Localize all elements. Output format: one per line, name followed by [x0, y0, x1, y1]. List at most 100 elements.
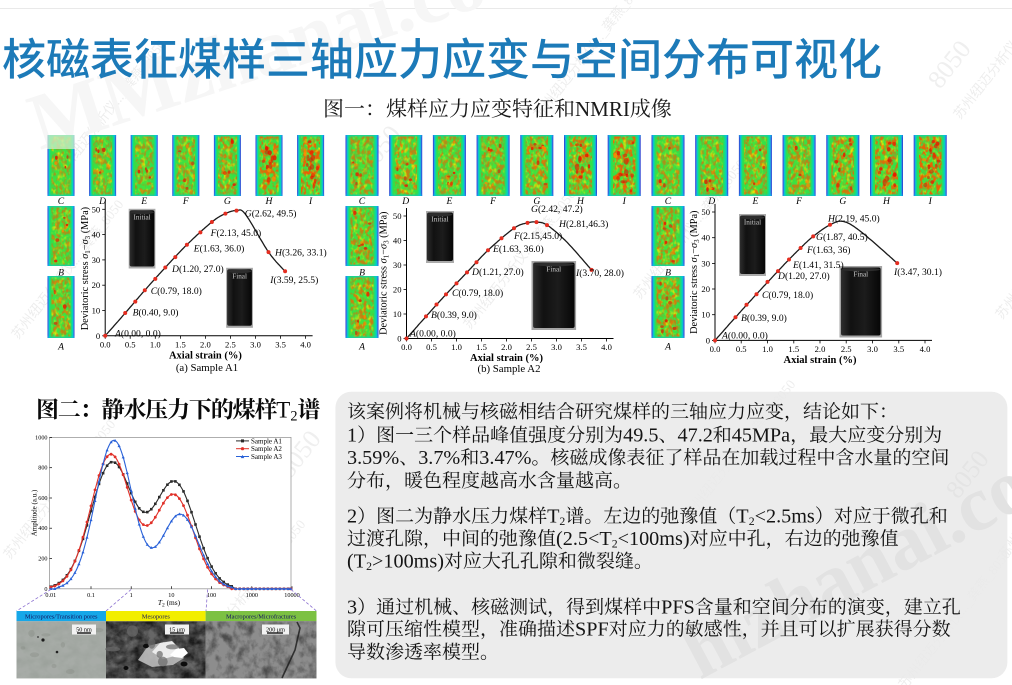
svg-text:3: 3: [347, 597, 357, 619]
svg-text:B(0.39, 9.0): B(0.39, 9.0): [431, 310, 477, 321]
svg-text:0.01: 0.01: [45, 592, 56, 599]
svg-text:Deviatoric stress σ1−σ3 (MPa): Deviatoric stress σ1−σ3 (MPa): [379, 212, 391, 335]
svg-text:G: G: [839, 196, 846, 207]
svg-text:1000: 1000: [246, 592, 258, 599]
svg-text:0: 0: [706, 335, 710, 345]
svg-text:E: E: [445, 196, 452, 207]
svg-text:40: 40: [701, 233, 710, 243]
svg-text:G(2.62, 49.5): G(2.62, 49.5): [245, 209, 297, 220]
svg-text:B: B: [58, 268, 64, 279]
svg-text:0: 0: [96, 331, 100, 341]
svg-text:3.59%: 3.59%: [347, 447, 399, 469]
svg-text:30: 30: [393, 260, 402, 270]
svg-text:0.0: 0.0: [710, 344, 721, 354]
svg-text:<100ms): <100ms): [618, 528, 690, 550]
svg-text:3.0: 3.0: [551, 342, 562, 352]
svg-text:50 nm: 50 nm: [76, 627, 92, 634]
svg-text:2.5: 2.5: [841, 344, 852, 354]
svg-text:3.5: 3.5: [893, 344, 904, 354]
svg-text:D: D: [707, 196, 715, 207]
svg-text:Initial: Initial: [431, 216, 448, 224]
svg-text:49.5: 49.5: [623, 425, 658, 447]
svg-text:2: 2: [612, 537, 618, 551]
svg-text:2.0: 2.0: [501, 342, 512, 352]
svg-text:2.5: 2.5: [225, 339, 236, 349]
svg-text:2: 2: [559, 514, 565, 528]
svg-text:C: C: [58, 196, 65, 207]
svg-text:2: 2: [290, 409, 297, 425]
svg-text:I: I: [928, 196, 933, 207]
svg-text:2: 2: [347, 506, 357, 528]
svg-text:10: 10: [393, 309, 402, 319]
svg-text:45MPa: 45MPa: [732, 425, 790, 447]
svg-text:1.0: 1.0: [150, 339, 161, 349]
svg-text:1: 1: [347, 425, 357, 447]
svg-text:600: 600: [38, 495, 47, 502]
svg-text:A: A: [57, 342, 64, 353]
svg-text:A: A: [358, 342, 365, 353]
svg-text:A(0.00, 0.0): A(0.00, 0.0): [114, 329, 161, 340]
svg-text:3.7%: 3.7%: [418, 447, 460, 469]
svg-text:Deviatoric stress σ1−σ3 (MPa): Deviatoric stress σ1−σ3 (MPa): [80, 207, 92, 330]
svg-text:0: 0: [397, 334, 401, 344]
svg-text:200 μm: 200 μm: [266, 627, 285, 634]
svg-text:10: 10: [168, 592, 174, 599]
svg-text:3.5: 3.5: [576, 342, 587, 352]
svg-text:C: C: [359, 196, 366, 207]
svg-text:4.0: 4.0: [920, 344, 931, 354]
svg-text:Initial: Initial: [744, 219, 761, 227]
svg-text:A: A: [664, 342, 671, 353]
svg-text:A(0.00, 0.0): A(0.00, 0.0): [721, 331, 768, 342]
svg-text:T: T: [736, 506, 748, 528]
svg-text:1.5: 1.5: [476, 342, 487, 352]
svg-text:F: F: [182, 196, 189, 207]
svg-text:400: 400: [38, 525, 47, 532]
svg-text:T: T: [276, 398, 290, 423]
svg-text:8050: 8050: [922, 35, 977, 94]
svg-text:0.0: 0.0: [401, 342, 412, 352]
svg-text:I(3.59, 25.5): I(3.59, 25.5): [269, 275, 318, 286]
svg-text:3.47%: 3.47%: [479, 447, 531, 469]
svg-text:B(0.39, 9.0): B(0.39, 9.0): [741, 313, 787, 324]
svg-text:(2.5<T: (2.5<T: [556, 528, 612, 550]
svg-text:30: 30: [92, 255, 101, 265]
svg-text:Macropores/Microfractures: Macropores/Microfractures: [226, 614, 297, 621]
svg-text:30: 30: [701, 258, 710, 268]
svg-text:Mesopores: Mesopores: [142, 614, 171, 621]
svg-text:2: 2: [366, 559, 372, 573]
svg-text:G: G: [224, 196, 231, 207]
svg-text:F(2.15,45.0): F(2.15,45.0): [513, 231, 562, 242]
svg-text:F(1.63, 36): F(1.63, 36): [806, 245, 850, 256]
svg-text:2: 2: [749, 514, 755, 528]
svg-text:1000: 1000: [35, 434, 47, 441]
svg-text:2.5: 2.5: [526, 342, 537, 352]
svg-text:T: T: [547, 506, 559, 528]
svg-text:A(0.00, 0.0): A(0.00, 0.0): [409, 329, 456, 340]
svg-text:D: D: [401, 196, 409, 207]
svg-text:1.5: 1.5: [788, 344, 799, 354]
svg-text:0.0: 0.0: [100, 339, 111, 349]
svg-text:T2 (ms): T2 (ms): [158, 598, 181, 609]
svg-text:10: 10: [92, 306, 101, 316]
svg-text:B(0.40, 9.0): B(0.40, 9.0): [133, 307, 179, 318]
svg-text:Final: Final: [232, 272, 247, 280]
svg-text:10000: 10000: [284, 592, 299, 599]
svg-text:0.1: 0.1: [87, 592, 95, 599]
svg-text:Sample A2: Sample A2: [251, 445, 282, 453]
svg-text:Sample A1: Sample A1: [251, 437, 282, 445]
svg-text:G(1.87, 40.5): G(1.87, 40.5): [816, 232, 868, 243]
svg-text:1.0: 1.0: [762, 344, 773, 354]
svg-text:G(2.42, 47.2): G(2.42, 47.2): [531, 204, 583, 215]
svg-text:3.0: 3.0: [250, 339, 261, 349]
svg-text:H: H: [265, 196, 274, 207]
svg-text:E: E: [140, 196, 147, 207]
svg-text:F(2.13, 45.0): F(2.13, 45.0): [210, 228, 262, 239]
svg-text:E(1.41, 31.5): E(1.41, 31.5): [792, 260, 844, 271]
svg-text:B: B: [359, 268, 365, 279]
svg-text:D(1.21, 27.0): D(1.21, 27.0): [471, 267, 524, 278]
svg-text:Axial strain (%): Axial strain (%): [784, 355, 857, 366]
svg-text:2.0: 2.0: [815, 344, 826, 354]
svg-text:..._: ..._: [1009, 25, 1012, 48]
svg-text:20: 20: [92, 280, 101, 290]
svg-text:0.5: 0.5: [125, 339, 136, 349]
